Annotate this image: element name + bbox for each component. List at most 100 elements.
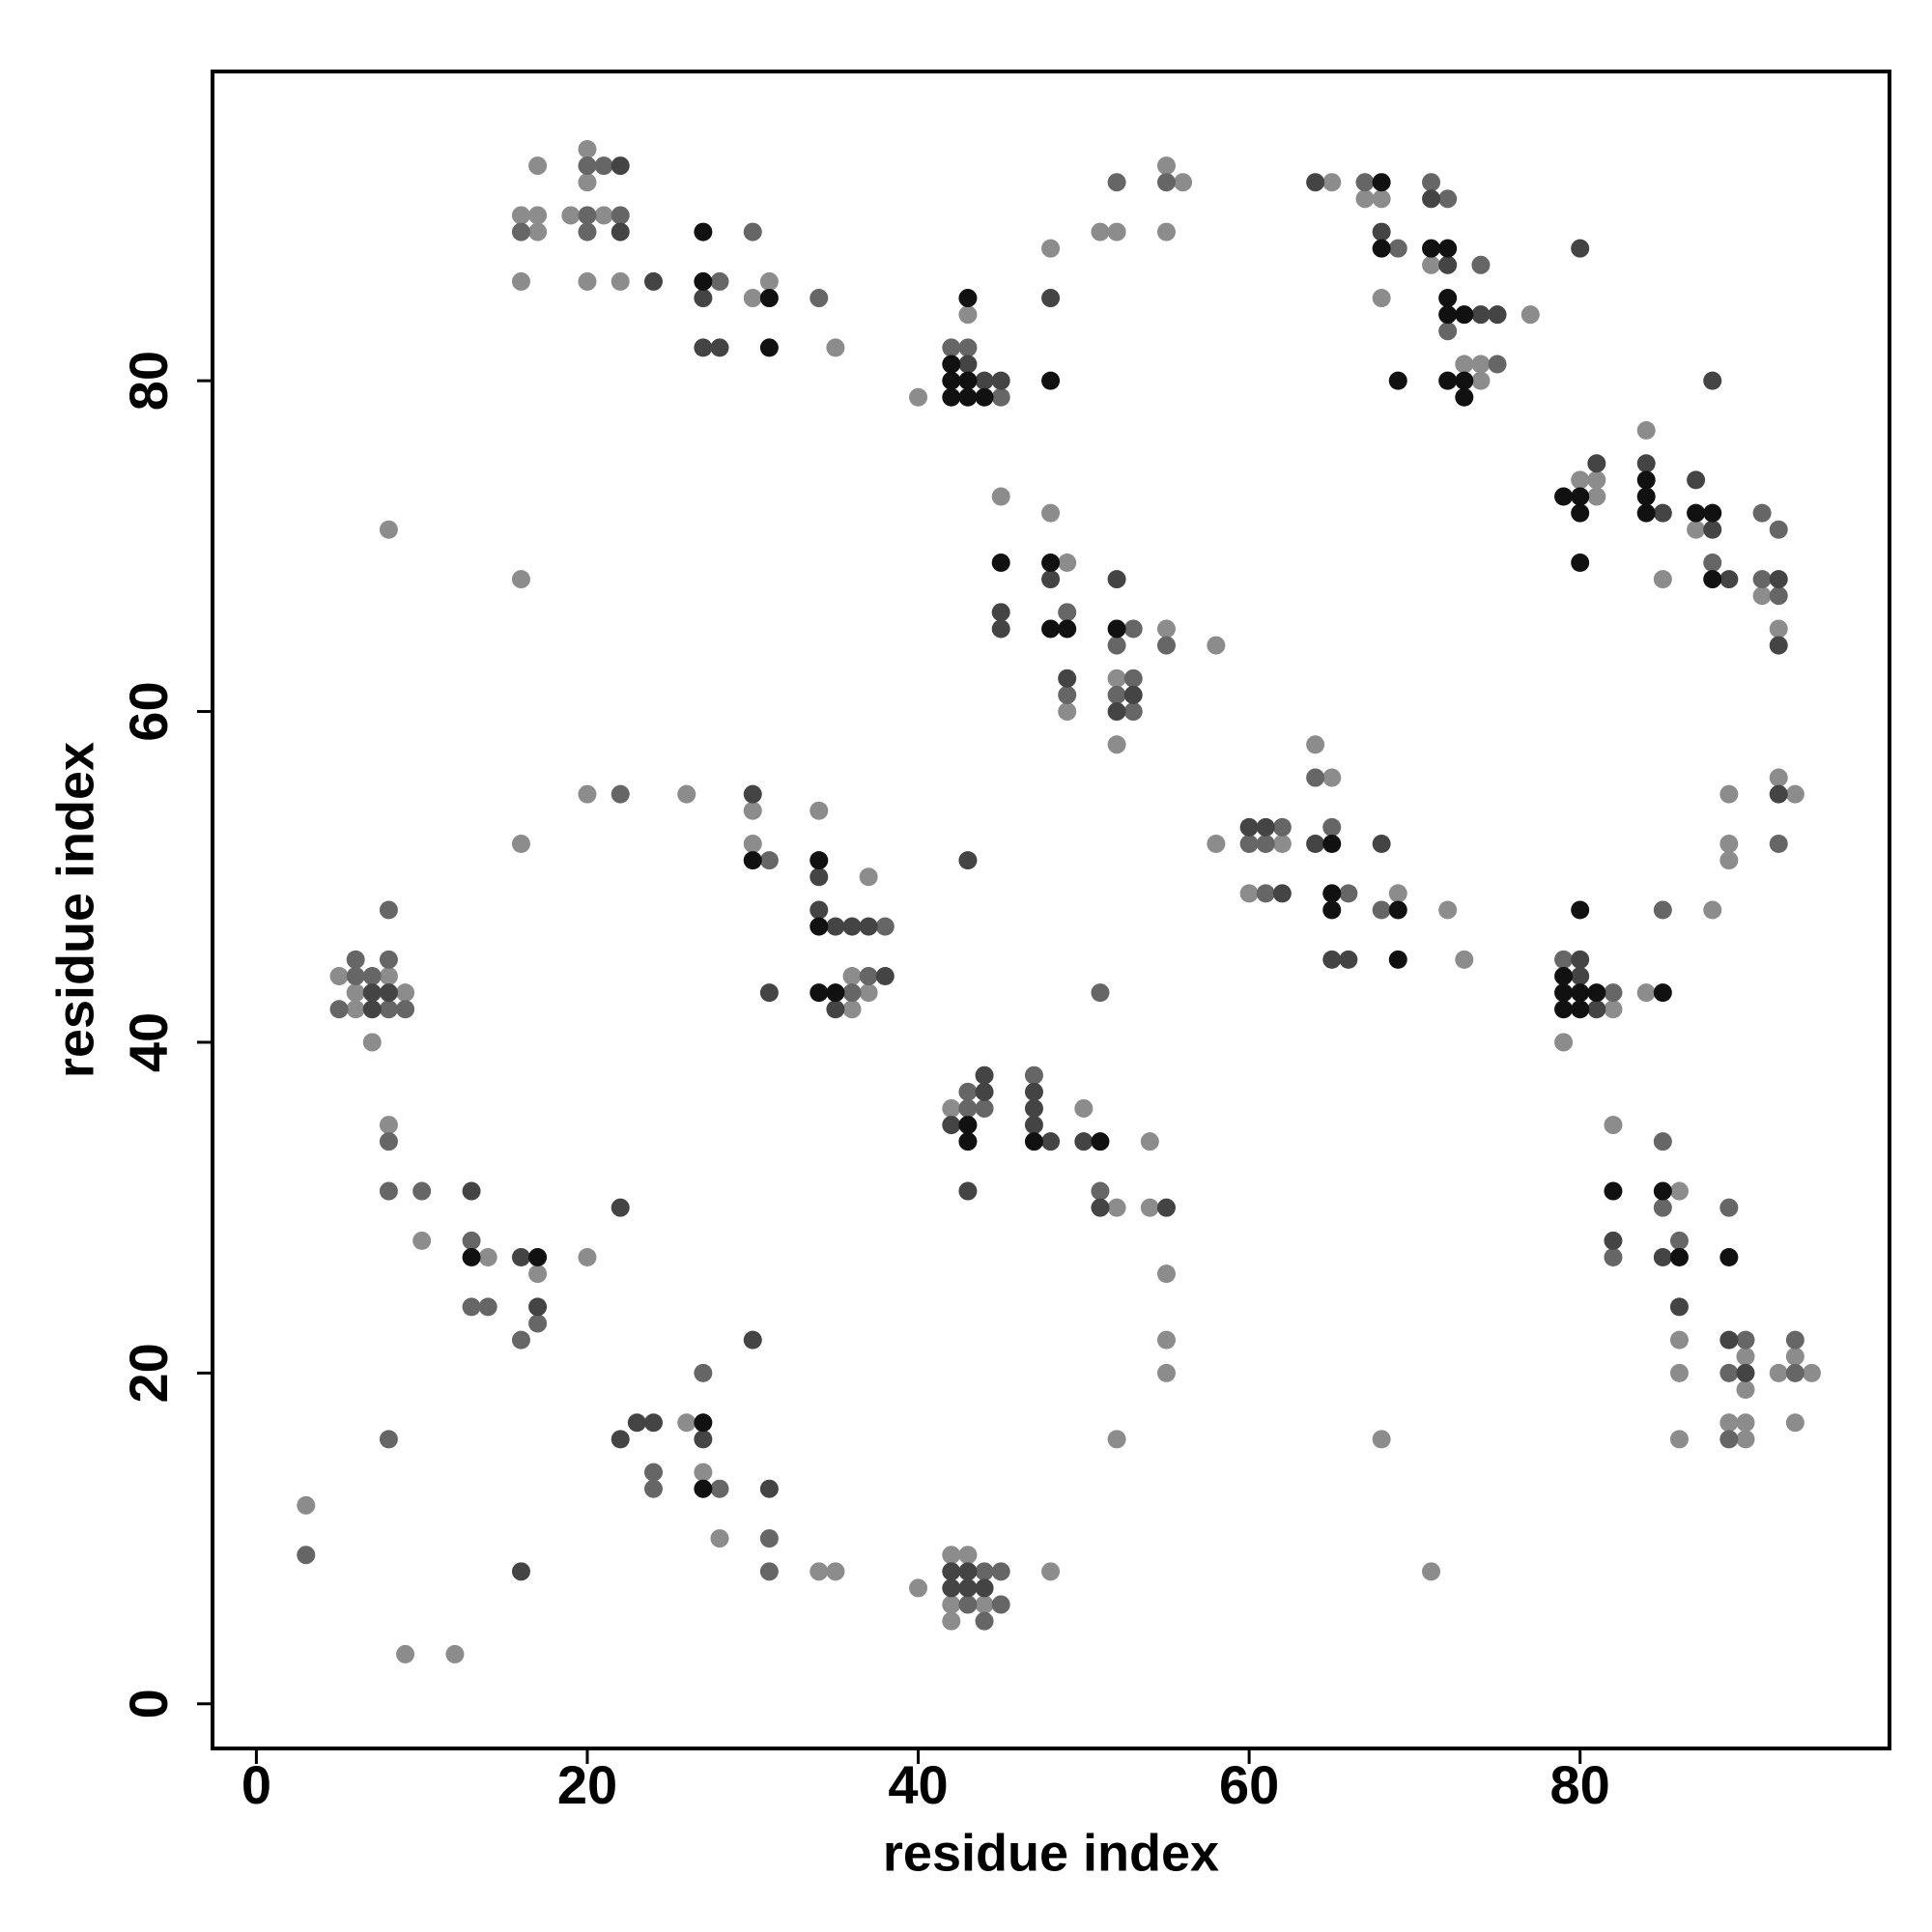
point (379, 1116, 398, 1135)
point (1719, 851, 1739, 870)
point (462, 1248, 481, 1267)
point (1107, 1198, 1126, 1217)
point (611, 271, 630, 291)
point (1769, 520, 1788, 539)
point (743, 289, 762, 308)
point (379, 983, 398, 1003)
point (329, 1000, 349, 1019)
point (1554, 983, 1574, 1003)
point (1041, 239, 1061, 258)
point (991, 1562, 1010, 1581)
point (958, 387, 978, 407)
point (759, 1562, 779, 1581)
point (1156, 222, 1176, 242)
point (958, 1595, 978, 1614)
point (1438, 900, 1458, 920)
point (694, 1430, 713, 1449)
point (511, 570, 530, 589)
point (346, 950, 365, 969)
point (942, 1562, 961, 1581)
point (611, 222, 630, 242)
point (643, 1413, 663, 1433)
point (297, 1546, 316, 1565)
x-tick-label: 60 (1219, 1754, 1279, 1815)
point (379, 1132, 398, 1151)
point (1719, 1363, 1739, 1382)
point (1422, 173, 1441, 192)
point (942, 338, 961, 357)
point (329, 966, 349, 985)
x-tick-label: 20 (557, 1754, 617, 1815)
point (1388, 239, 1407, 258)
point (694, 1479, 713, 1498)
point (379, 1181, 398, 1201)
point (826, 1000, 845, 1019)
point (975, 1611, 994, 1631)
point (694, 289, 713, 308)
point (528, 1297, 548, 1317)
point (1587, 454, 1606, 473)
point (1571, 966, 1590, 985)
point (1372, 900, 1391, 920)
point (975, 387, 994, 407)
point (1306, 735, 1325, 754)
point (1422, 1562, 1441, 1581)
point (578, 784, 597, 804)
point (991, 603, 1010, 622)
point (1074, 1098, 1094, 1118)
point (1653, 1181, 1672, 1201)
point (362, 1000, 382, 1019)
point (478, 1297, 497, 1317)
point (528, 222, 548, 242)
point (1736, 1379, 1755, 1399)
point (1123, 619, 1143, 639)
point (1669, 1430, 1689, 1449)
point (1488, 355, 1507, 374)
point (1306, 173, 1325, 192)
point (1306, 768, 1325, 787)
point (1719, 1248, 1739, 1267)
point (1669, 1231, 1689, 1250)
point (958, 289, 978, 308)
point (810, 289, 829, 308)
point (346, 966, 365, 985)
point (909, 1578, 928, 1598)
point (1636, 470, 1656, 490)
point (511, 206, 530, 225)
point (578, 271, 597, 291)
point (1653, 503, 1672, 523)
point (1207, 636, 1226, 655)
point (1355, 173, 1375, 192)
point (1372, 835, 1391, 854)
point (1669, 1363, 1689, 1382)
point (1156, 1330, 1176, 1350)
point (1687, 520, 1706, 539)
point (759, 1479, 779, 1498)
point (1455, 305, 1474, 325)
point (975, 1595, 994, 1614)
point (958, 1578, 978, 1598)
point (1140, 1198, 1159, 1217)
point (942, 1611, 961, 1631)
point (412, 1181, 432, 1201)
point (1785, 1413, 1804, 1433)
point (1107, 702, 1126, 722)
point (1653, 1248, 1672, 1267)
point (1372, 289, 1391, 308)
point (958, 371, 978, 390)
point (942, 1595, 961, 1614)
point (627, 1413, 646, 1433)
point (1438, 189, 1458, 209)
point (991, 553, 1010, 572)
point (478, 1248, 497, 1267)
point (528, 206, 548, 225)
point (1058, 619, 1077, 639)
point (1156, 1198, 1176, 1217)
point (528, 156, 548, 176)
point (1372, 173, 1391, 192)
point (1091, 1132, 1110, 1151)
point (594, 206, 613, 225)
point (942, 1116, 961, 1135)
point (1769, 636, 1788, 655)
point (1074, 1132, 1094, 1151)
